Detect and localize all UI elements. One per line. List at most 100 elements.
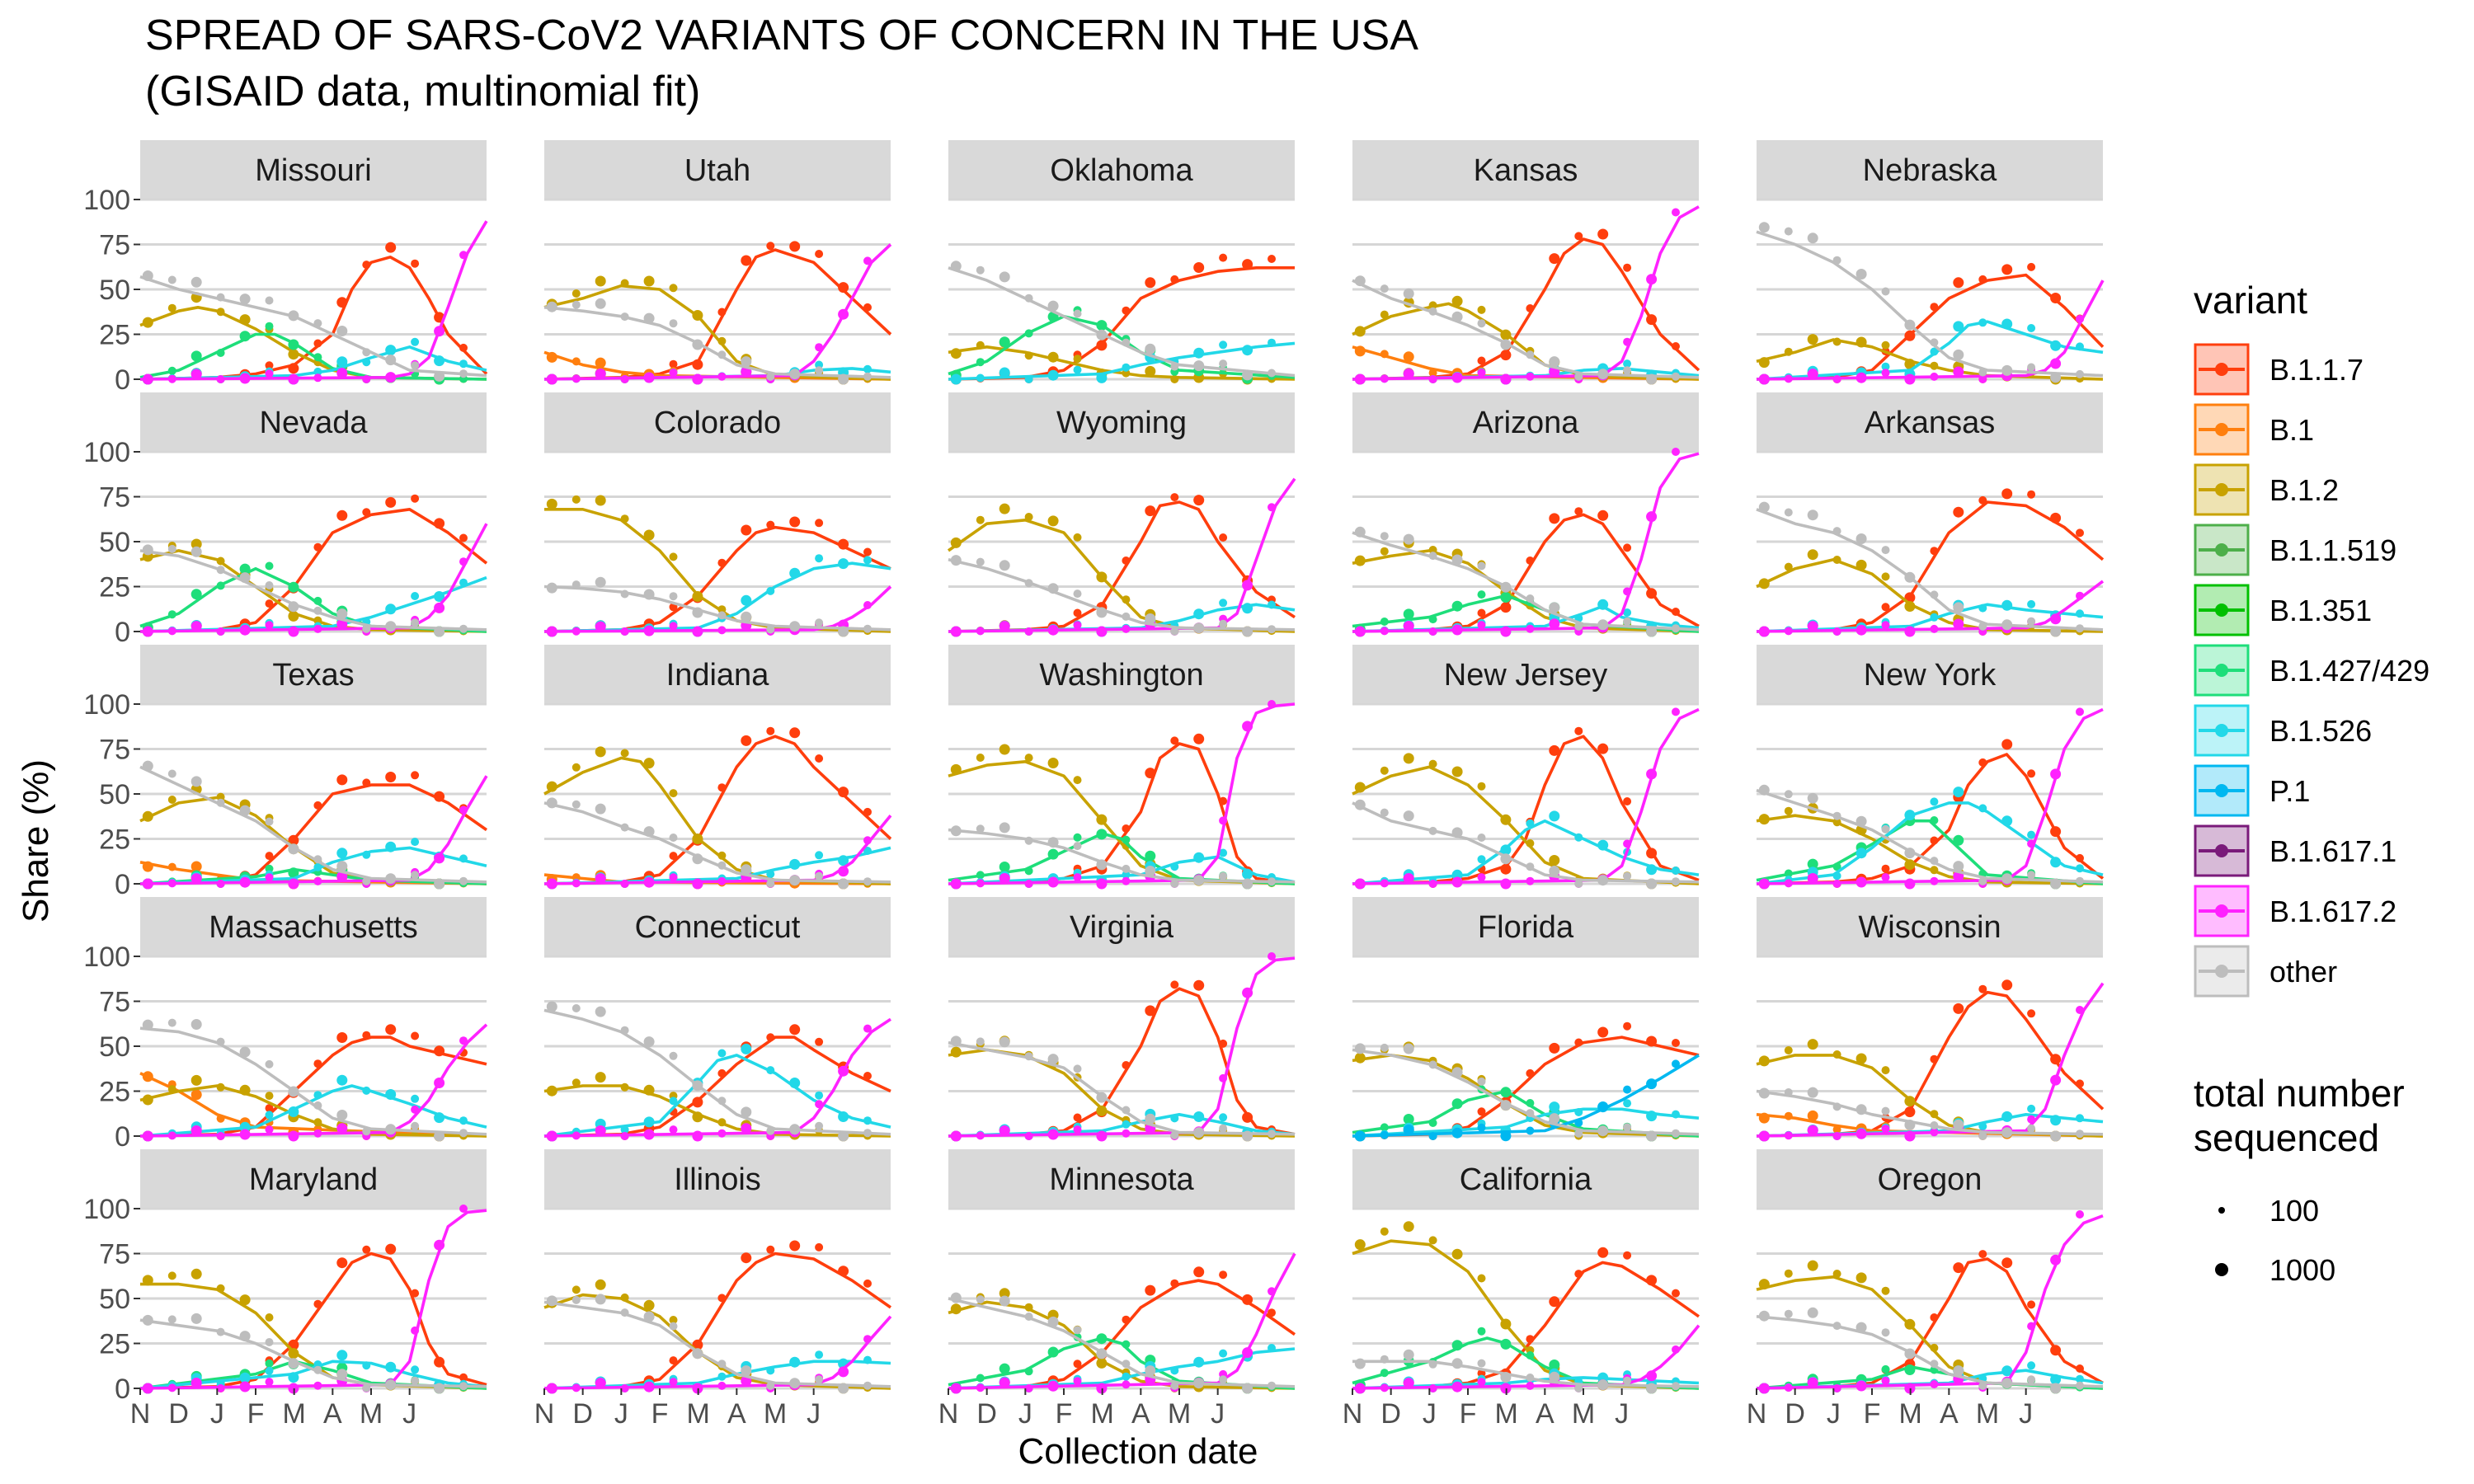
panel-missouri-series-other-point	[142, 270, 153, 281]
legend-entry-b-1-427-429-key-point	[2215, 664, 2228, 677]
panel-wyoming-series-b-1-1-7-point	[1219, 533, 1228, 542]
panel-wisconsin-series-other-point	[1807, 1087, 1818, 1098]
panel-missouri-series-other-point	[190, 276, 202, 288]
panel-utah-series-b-1-2-point	[620, 279, 629, 288]
panel-new-york-series-other-point	[1832, 811, 1841, 820]
panel-arizona-series-b-1-1-7-point	[1477, 608, 1486, 618]
panel-washington-series-b-1-427-429-line	[948, 832, 1296, 885]
panel-arizona-series-other-point	[1646, 626, 1658, 637]
panel-indiana-series-b-1-2-point	[546, 781, 557, 792]
panel-florida-series-p-1-point	[1623, 1085, 1632, 1094]
panel-nevada-series-b-1-2-point	[216, 556, 225, 566]
panel-kansas-series-b-1-2-point	[1354, 326, 1366, 337]
panel-colorado-series-b-1-2-point	[571, 495, 581, 504]
panel-oklahoma-series-other-point	[950, 261, 962, 272]
panel-arkansas-series-b-1-617-2-point	[1784, 627, 1793, 636]
panel-florida-series-other-point	[1623, 1123, 1632, 1132]
panel-maryland-series-other-point	[313, 1365, 322, 1374]
panel-new-york-series-other-point	[1856, 815, 1867, 827]
panel-utah-series-other-point	[571, 300, 581, 309]
panel-kansas-series-b-1-617-2-point	[1646, 274, 1658, 285]
panel-minnesota-series-b-1-1-7-point	[1193, 1266, 1205, 1278]
panel-oregon-series-b-1-1-7-point	[2027, 1300, 2036, 1309]
panel-kansas-series-b-1-1-7-point	[1500, 350, 1512, 361]
panel-california-series-b-1-427-429-point	[1477, 1327, 1486, 1336]
panel-virginia-series-b-1-1-7-point	[1193, 979, 1205, 991]
panel-maryland-series-b-1-617-2-point	[265, 1378, 274, 1387]
panel-nevada-series-other-point	[362, 624, 371, 633]
panel-texas-y-tick-label-75: 75	[99, 735, 130, 766]
panel-california-series-b-1-617-2-point	[1477, 1378, 1486, 1387]
panel-new-york-series-other-point	[1881, 824, 1890, 834]
panel-arizona-series-b-1-2-point	[1428, 546, 1437, 554]
panel-wisconsin-series-b-1-1-7-point	[1953, 1003, 1964, 1014]
panel-kansas-series-b-1-2-point	[1428, 301, 1437, 310]
panel-illinois-series-other-point	[546, 1295, 557, 1307]
panel-minnesota-series-b-1-1-7-point	[1242, 1294, 1253, 1305]
panel-california-series-b-1-1-7-point	[1623, 1251, 1632, 1260]
panel-new-jersey-series-other-point	[1646, 878, 1658, 890]
panel-connecticut-series-b-1-2-point	[643, 1084, 655, 1096]
panel-new-jersey-series-b-1-1-7-point	[1646, 848, 1658, 859]
panel-maryland-series-b-1-617-2-point	[239, 1381, 251, 1392]
panel-utah-series-other-point	[815, 366, 824, 375]
panel-new-york-series-b-1-617-2-point	[1930, 876, 1939, 885]
panel-arizona-series-b-1-1-7-point	[1526, 556, 1535, 565]
panel-oklahoma-series-b-1-427-429-point	[976, 358, 985, 367]
panel-connecticut-series-other-point	[863, 1129, 872, 1138]
panel-oklahoma-series-b-1-526-point	[1073, 365, 1082, 374]
panel-nevada-series-b-1-526-point	[459, 578, 468, 587]
panel-oregon-series-b-1-617-2-point	[1807, 1377, 1818, 1388]
panel-california-series-b-1-617-2-point	[1403, 1378, 1414, 1389]
panel-minnesota-series-other-point	[1122, 1360, 1131, 1369]
panel-kansas-series-other-point	[1672, 372, 1680, 381]
panel-colorado-series-other-point	[643, 589, 655, 600]
variant-legend-title: variant	[2194, 279, 2307, 322]
panel-arizona-series-b-1-427-429-point	[1477, 590, 1486, 599]
panel-nevada-series-b-1-1-7-point	[434, 518, 445, 529]
panel-washington-series-b-1-617-2-point	[976, 879, 985, 888]
panel-nevada-y-tick-label-0: 0	[115, 617, 130, 648]
panel-nebraska-series-other-point	[1758, 222, 1770, 233]
panel-arizona-series-other-point	[1526, 594, 1535, 603]
panel-nevada-series-b-1-1-7-point	[459, 533, 468, 542]
panel-oklahoma-series-b-1-526-point	[1268, 338, 1276, 347]
panel-oregon-series-b-1-1-7-point	[2050, 1345, 2062, 1356]
panel-new-york-series-other-point	[1758, 784, 1770, 796]
panel-wyoming-series-b-1-617-2-point	[950, 626, 962, 637]
panel-illinois-series-b-1-526-point	[815, 1350, 824, 1360]
panel-oklahoma-strip	[948, 140, 1295, 200]
panel-maryland-series-other-point	[190, 1313, 202, 1324]
panel-illinois-series-b-1-617-2-point	[643, 1381, 655, 1392]
panel-new-york-series-b-1-2-point	[1904, 859, 1916, 871]
panel-illinois-series-b-1-617-2-point	[620, 1384, 629, 1392]
panel-connecticut-series-b-1-526-point	[717, 1049, 727, 1058]
panel-arkansas-series-b-1-1-7-point	[2050, 512, 2062, 524]
panel-kansas-strip	[1352, 140, 1699, 200]
panel-massachusetts-series-b-1-1-7-point	[434, 1045, 445, 1057]
legend-entry-b-1-427-429-label: B.1.427/429	[2269, 654, 2429, 688]
panel-kansas-series-b-1-617-2-point	[1526, 372, 1535, 381]
panel-arizona-series-other-point	[1354, 526, 1366, 538]
legend-entry-b-1-351-key-point	[2215, 603, 2228, 617]
panel-new-york-series-b-1-526-point	[2027, 830, 2036, 839]
panel-california-x-tick-label-0: N	[1343, 1398, 1363, 1430]
panel-maryland-y-tick-label-25: 25	[99, 1329, 130, 1360]
panel-new-york-series-b-1-526-point	[1832, 871, 1841, 881]
panel-texas-series-b-1-617-2-point	[313, 876, 322, 885]
panel-arizona-series-b-1-1-7-point	[1646, 588, 1658, 599]
panel-wyoming-series-other-point	[1145, 613, 1156, 624]
panel-wyoming-series-other-line	[948, 558, 1296, 632]
panel-virginia-series-other-point	[976, 1037, 985, 1046]
panel-arizona-series-other-line	[1352, 531, 1700, 632]
panel-massachusetts-strip	[140, 897, 487, 956]
panel-washington-series-b-1-1-7-point	[1219, 796, 1228, 805]
panel-missouri-y-tick-label-100: 100	[83, 185, 130, 216]
panel-missouri-series-other-point	[362, 348, 371, 357]
panel-oregon-series-b-1-617-2-point	[2076, 1210, 2084, 1219]
panel-colorado-series-b-1-617-2-point	[595, 621, 606, 632]
panel-minnesota-series-b-1-617-2-point	[1073, 1377, 1082, 1386]
legend-entry-p-1: P.1	[2194, 764, 2310, 817]
panel-texas-series-b-1-617-2-point	[142, 878, 153, 890]
panel-arizona-series-b-1-617-2-point	[1623, 587, 1632, 596]
